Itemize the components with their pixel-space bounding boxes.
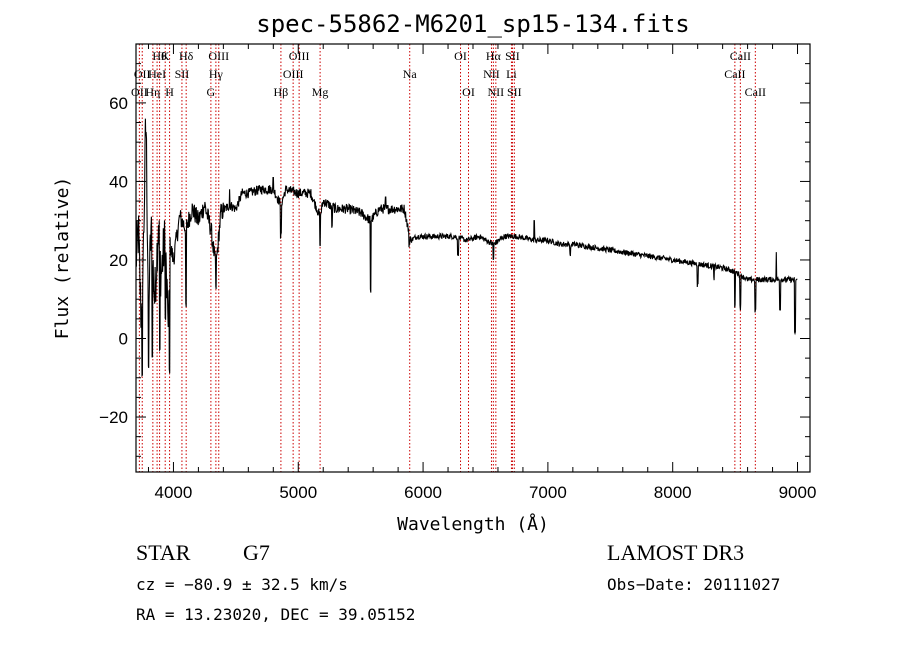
line-marker-label: OII [131, 85, 148, 99]
survey-name: LAMOST DR3 [607, 540, 744, 565]
obs-date: Obs−Date: 20111027 [607, 575, 780, 594]
line-marker-label: NII [488, 85, 505, 99]
line-marker-label: OI [454, 49, 467, 63]
line-marker-label: CaII [745, 85, 766, 99]
line-marker-label: Li [506, 67, 517, 81]
line-marker-label: Na [403, 67, 418, 81]
object-class: STAR [136, 540, 191, 565]
y-tick-label: 60 [109, 94, 128, 113]
chart-title: spec-55862-M6201_sp15-134.fits [256, 10, 689, 38]
y-tick-label: 20 [109, 251, 128, 270]
line-marker-label: OIII [208, 49, 229, 63]
line-marker-label: SII [175, 67, 190, 81]
x-tick-label: 5000 [279, 483, 317, 502]
axis-ticks: 4000 5000 6000 7000 8000 9000 −20 0 20 40 60 [99, 44, 816, 502]
line-marker-label: SII [507, 85, 522, 99]
line-marker-label: OIII [289, 49, 310, 63]
line-marker-label: H [165, 85, 174, 99]
x-tick-label: 7000 [529, 483, 567, 502]
line-marker-label: NII [483, 67, 500, 81]
x-axis-label: Wavelength (Å) [397, 513, 549, 535]
x-tick-label: 9000 [779, 483, 817, 502]
object-subclass: G7 [243, 540, 270, 565]
line-marker-label: OII [134, 67, 151, 81]
line-marker-labels: OIIOIIHηHeIHθKHSIIHδGHγOIIIHβOIIIOIIIMgN… [131, 49, 766, 99]
x-tick-label: 6000 [404, 483, 442, 502]
plot-frame [135, 43, 811, 473]
line-marker-label: CaII [730, 49, 751, 63]
line-marker-label: Hθ [152, 49, 167, 63]
redshift-info: cz = −80.9 ± 32.5 km/s [136, 575, 348, 594]
y-tick-label: −20 [99, 408, 128, 427]
line-marker-label: Hγ [209, 67, 224, 81]
x-tick-label: 4000 [155, 483, 193, 502]
line-marker-label: Hδ [179, 49, 194, 63]
line-marker-label: OIII [283, 67, 304, 81]
line-marker-label: Hη [145, 85, 160, 99]
y-tick-label: 0 [119, 329, 128, 348]
line-marker-label: Mg [312, 85, 329, 99]
coordinates: RA = 13.23020, DEC = 39.05152 [136, 605, 415, 624]
line-marker-label: Hβ [274, 85, 289, 99]
line-marker-label: HeI [148, 67, 166, 81]
spectrum-line [135, 118, 798, 377]
line-marker-label: CaII [724, 67, 745, 81]
y-tick-label: 40 [109, 172, 128, 191]
line-marker-label: G [207, 85, 216, 99]
x-tick-label: 8000 [654, 483, 692, 502]
line-marker-label: Hα [486, 49, 502, 63]
line-marker-label: K [161, 49, 170, 63]
line-marker-label: OI [462, 85, 475, 99]
line-marker-label: SII [505, 49, 520, 63]
y-axis-label: Flux (relative) [52, 177, 73, 340]
